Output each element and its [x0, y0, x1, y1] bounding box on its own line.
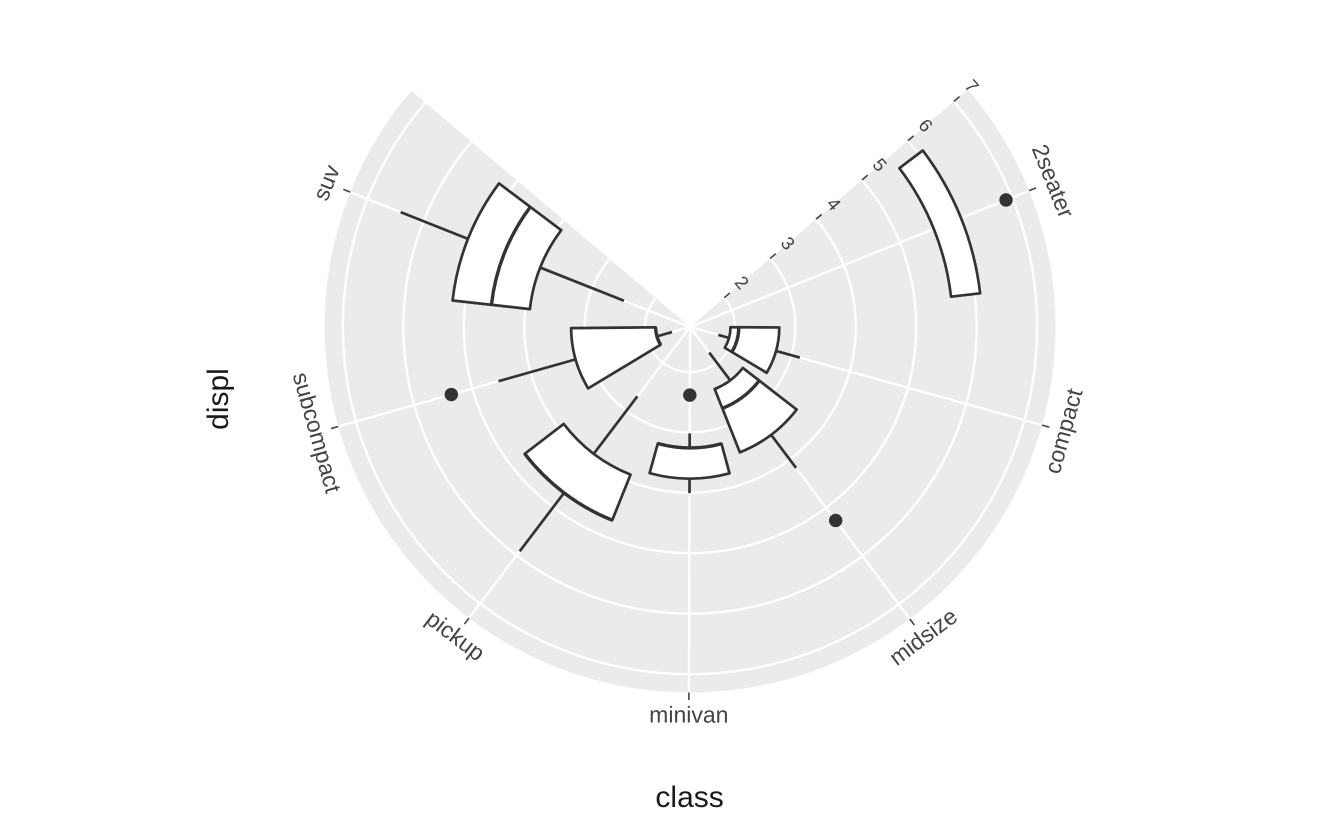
svg-text:suv: suv: [308, 161, 346, 204]
svg-text:minivan: minivan: [649, 701, 728, 727]
